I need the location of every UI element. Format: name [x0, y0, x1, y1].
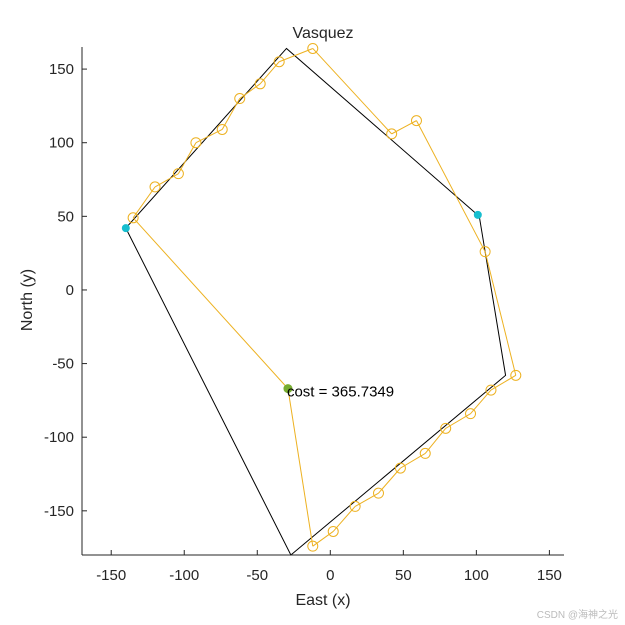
path-segment	[312, 48, 393, 135]
waypoint-marker	[234, 93, 246, 105]
path-segment	[287, 388, 314, 547]
x-tick-label: -50	[246, 567, 268, 584]
cost-annotation: cost = 365.7349	[287, 384, 394, 401]
chart-title: Vasquez	[292, 25, 353, 42]
waypoint-marker	[172, 168, 184, 180]
waypoint-marker	[349, 500, 361, 512]
sensor-marker	[473, 210, 482, 219]
waypoint-marker	[127, 212, 139, 224]
x-tick-label: 100	[464, 567, 489, 584]
y-tick-label: 100	[49, 135, 74, 152]
path-segment	[378, 467, 401, 494]
marker-layer	[121, 42, 522, 552]
y-tick-label: 150	[49, 61, 74, 78]
path-segment	[484, 251, 517, 376]
x-tick-label: -100	[169, 567, 199, 584]
path-segment	[354, 492, 379, 507]
x-axis-label: East (x)	[295, 592, 350, 609]
path-segment	[132, 217, 289, 389]
waypoint-marker	[394, 462, 406, 474]
y-tick-label: 0	[66, 282, 74, 299]
y-tick-label: 50	[57, 208, 74, 225]
waypoint-marker	[273, 56, 285, 68]
x-tick-label: -150	[96, 567, 126, 584]
y-axis-label: North (y)	[19, 269, 36, 331]
x-tick-label: 50	[395, 567, 412, 584]
boundary-polygon	[125, 47, 507, 556]
boundary-layer	[125, 47, 507, 556]
path-segment	[332, 506, 356, 532]
start-marker	[283, 384, 293, 394]
waypoint-marker	[307, 540, 319, 552]
waypoint-marker	[254, 78, 266, 90]
waypoint-marker	[510, 369, 522, 381]
waypoint-marker	[410, 115, 422, 127]
path-segment	[154, 173, 179, 188]
waypoint-marker	[307, 42, 319, 54]
sensor-marker	[121, 224, 130, 233]
path-segment	[221, 98, 241, 130]
path-segment	[132, 186, 156, 219]
waypoint-marker	[149, 181, 161, 193]
waypoint-marker	[440, 422, 452, 434]
path-segment	[312, 531, 334, 547]
path-segment	[416, 120, 486, 252]
y-tick-label: -50	[52, 356, 74, 373]
waypoint-marker	[373, 487, 385, 499]
y-tick-label: -150	[44, 503, 74, 520]
waypoint-marker	[419, 447, 431, 459]
waypoint-marker	[327, 525, 339, 537]
axis-layer: -150 -100 -50 0 50 100 150 -150 -100 -50 0 50 100 150	[44, 47, 564, 584]
waypoint-marker	[465, 408, 477, 420]
waypoint-marker	[190, 137, 202, 149]
waypoint-marker	[386, 128, 398, 140]
path-segment	[177, 142, 197, 174]
path-segment	[278, 48, 313, 63]
x-tick-label: 150	[537, 567, 562, 584]
y-tick-label: -100	[44, 429, 74, 446]
waypoint-marker	[479, 246, 491, 258]
waypoint-marker	[216, 123, 228, 135]
path-segment	[239, 83, 261, 99]
watermark: CSDN @海神之光	[537, 608, 618, 621]
waypoint-marker	[485, 384, 497, 396]
x-tick-label: 0	[326, 567, 334, 584]
